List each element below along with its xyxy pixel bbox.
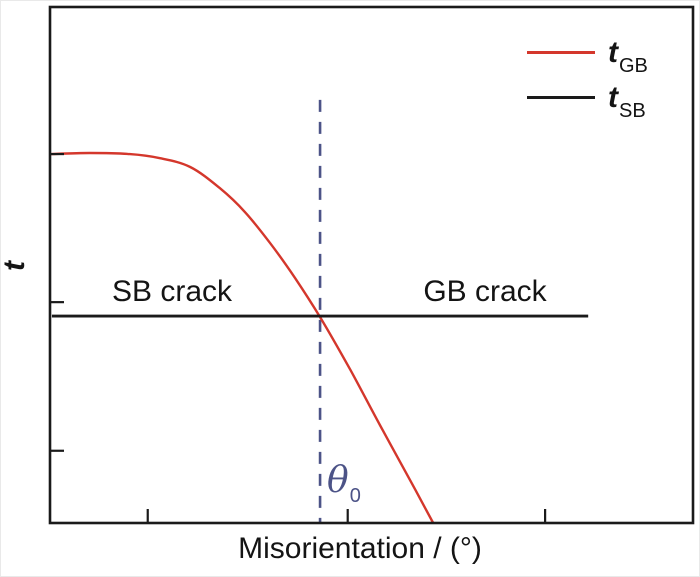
legend-entry-tgb: tGB (527, 30, 648, 77)
legend-label-tsb: tSB (608, 80, 646, 122)
legend-entry-tsb: tSB (527, 75, 648, 122)
legend: tGB tSB (527, 30, 648, 122)
plot-frame (48, 5, 695, 525)
theta-symbol: θ (327, 460, 349, 501)
legend-tgb-main: t (608, 35, 618, 69)
t_gb-curve (49, 151, 435, 524)
legend-tgb-sub: GB (619, 54, 648, 77)
annotation-theta0: θ0 (327, 460, 361, 507)
annotation-sb-crack: SB crack (111, 275, 233, 308)
legend-label-tgb: tGB (608, 35, 648, 77)
legend-tsb-main: t (608, 80, 618, 114)
x-axis-label: Misorientation / (°) (238, 532, 482, 565)
theta-subscript: 0 (349, 485, 361, 507)
legend-line-red (527, 51, 595, 54)
y-axis-label: t (0, 261, 31, 271)
legend-tsb-sub: SB (619, 99, 646, 122)
annotation-gb-crack: GB crack (423, 275, 547, 308)
legend-line-black (527, 96, 595, 99)
